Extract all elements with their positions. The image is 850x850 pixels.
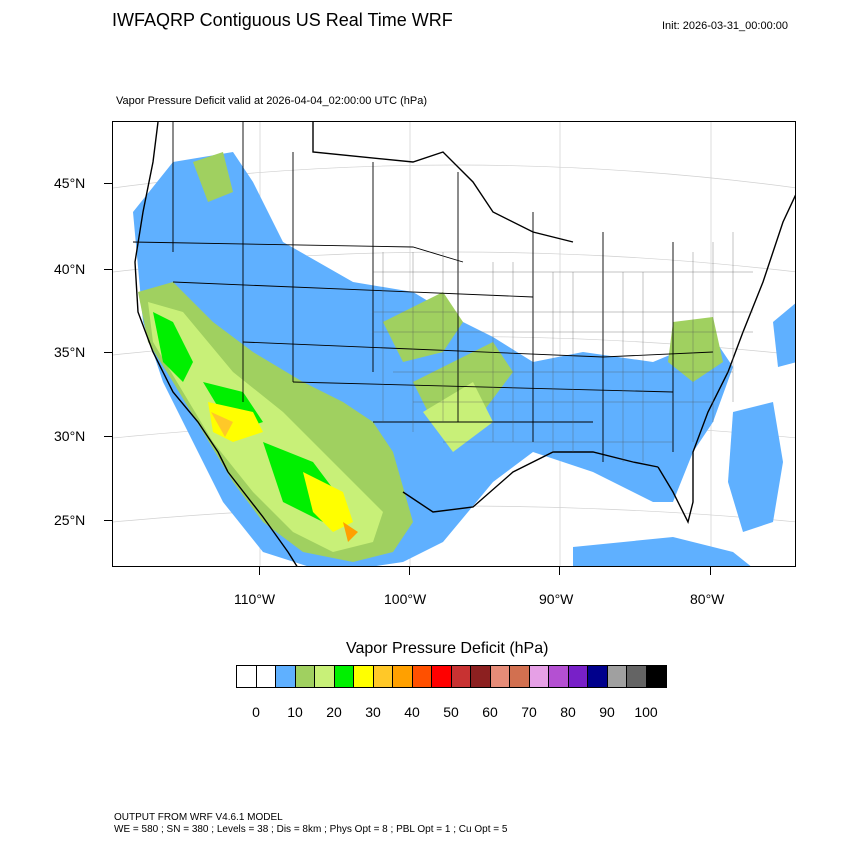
model-info-line: OUTPUT FROM WRF V4.6.1 MODEL — [114, 812, 283, 823]
colorbar-swatch — [568, 666, 588, 687]
colorbar-tick-label: 90 — [599, 704, 615, 720]
vpd-map-svg — [113, 122, 795, 566]
colorbar-swatch — [451, 666, 471, 687]
colorbar-swatch — [276, 666, 296, 687]
colorbar-tick-label: 60 — [482, 704, 498, 720]
colorbar-tick-label: 80 — [560, 704, 576, 720]
colorbar-swatch — [334, 666, 354, 687]
colorbar-tick-label: 30 — [365, 704, 381, 720]
colorbar-tick-label: 50 — [443, 704, 459, 720]
colorbar-swatch — [490, 666, 510, 687]
lon-tick — [409, 567, 410, 575]
state-borders — [132, 122, 714, 462]
colorbar-swatch — [607, 666, 627, 687]
lat-tick — [104, 183, 112, 184]
colorbar-title: Vapor Pressure Deficit (hPa) — [346, 640, 549, 657]
colorbar-swatch — [256, 666, 276, 687]
lon-tick — [259, 567, 260, 575]
lat-label-45: 45°N — [54, 175, 86, 191]
valid-time-subtitle: Vapor Pressure Deficit valid at 2026-04-… — [116, 95, 428, 107]
colorbar-swatch — [393, 666, 413, 687]
colorbar-swatch — [627, 666, 647, 687]
colorbar-swatch — [432, 666, 452, 687]
county-borders — [373, 232, 753, 462]
lon-label-100w: 100°W — [384, 591, 427, 607]
colorbar-tick-label: 40 — [404, 704, 420, 720]
colorbar-swatch — [412, 666, 432, 687]
vpd-shading — [133, 152, 795, 566]
colorbar-swatch — [237, 666, 257, 687]
colorbar-swatch — [354, 666, 374, 687]
colorbar-swatch — [510, 666, 530, 687]
lat-tick — [104, 269, 112, 270]
lat-tick — [104, 436, 112, 437]
lon-tick — [710, 567, 711, 575]
lon-label-90w: 90°W — [539, 591, 574, 607]
lat-tick — [104, 352, 112, 353]
colorbar-tick-label: 20 — [326, 704, 342, 720]
colorbar-swatch — [588, 666, 608, 687]
colorbar-tick-label: 0 — [252, 704, 260, 720]
chart-title: IWFAQRP Contiguous US Real Time WRF — [112, 10, 453, 30]
lon-label-110w: 110°W — [234, 591, 276, 607]
lat-label-35: 35°N — [54, 344, 86, 360]
colorbar-swatch — [549, 666, 569, 687]
lat-label-30: 30°N — [54, 428, 86, 444]
lat-tick — [104, 520, 112, 521]
lat-label-25: 25°N — [54, 512, 86, 528]
lon-tick — [559, 567, 560, 575]
colorbar-tick-label: 10 — [287, 704, 303, 720]
lat-label-40: 40°N — [54, 261, 86, 277]
colorbar-swatch — [646, 666, 666, 687]
model-config-line: WE = 580 ; SN = 380 ; Levels = 38 ; Dis … — [114, 824, 508, 835]
lon-label-80w: 80°W — [690, 591, 725, 607]
colorbar-swatch — [295, 666, 315, 687]
colorbar-swatch — [315, 666, 335, 687]
colorbar — [236, 665, 667, 688]
init-time-label: Init: 2026-03-31_00:00:00 — [662, 20, 788, 32]
coastline — [134, 122, 795, 566]
colorbar-swatch — [373, 666, 393, 687]
colorbar-swatch — [529, 666, 549, 687]
vpd-map-panel — [112, 121, 796, 567]
colorbar-tick-label: 70 — [521, 704, 537, 720]
colorbar-swatch — [471, 666, 491, 687]
colorbar-tick-label: 100 — [634, 704, 658, 720]
